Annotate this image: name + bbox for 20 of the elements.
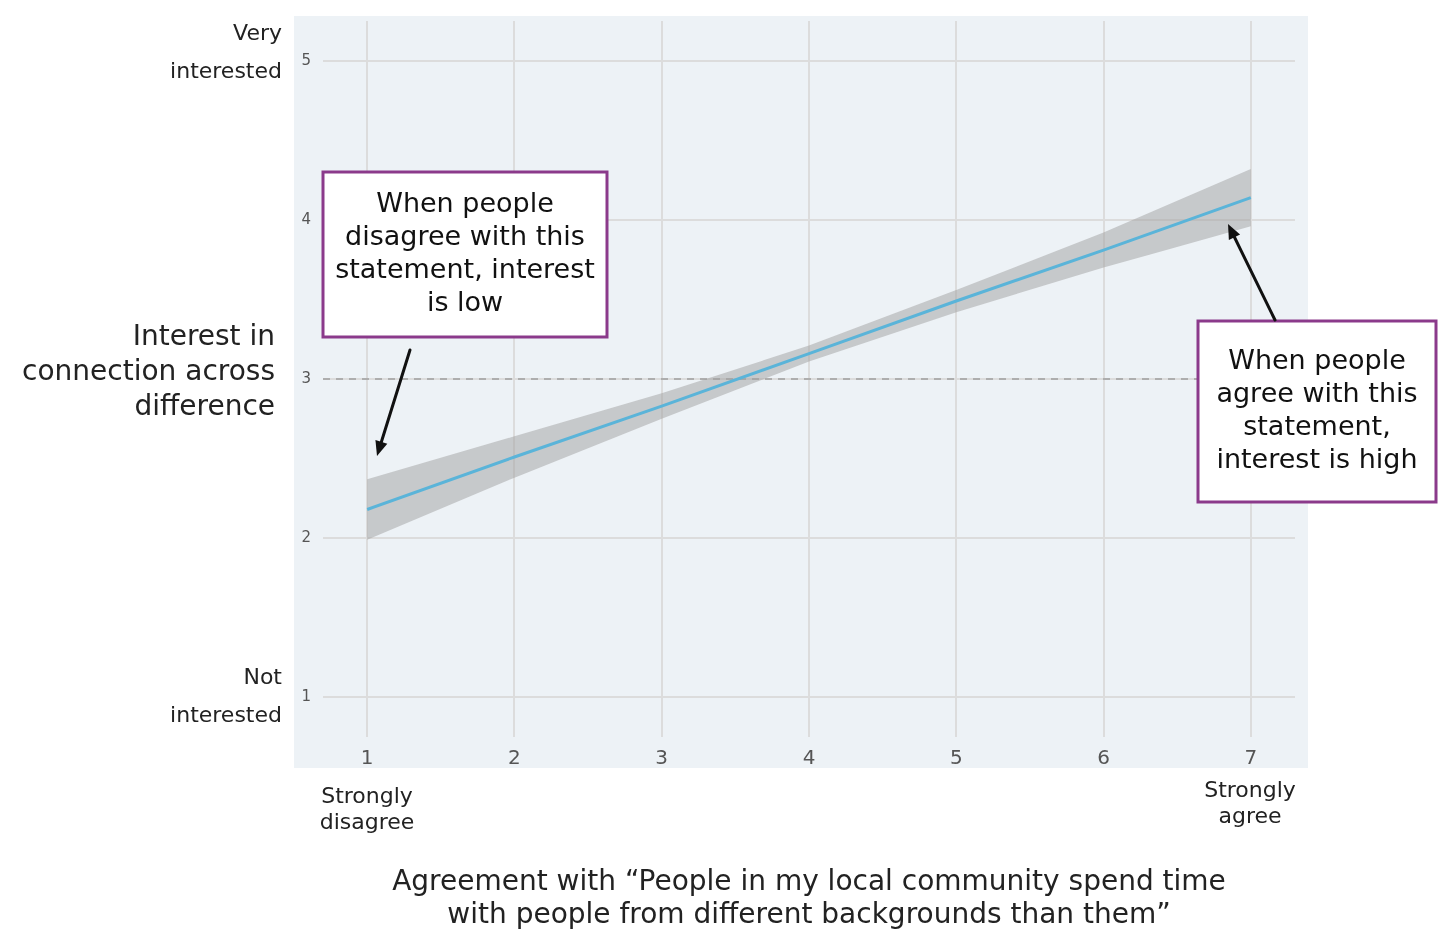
x-tick-label: 2 [508, 745, 521, 770]
x-tick-label: 7 [1244, 745, 1258, 770]
y-tick-label: 5 [301, 50, 311, 69]
annotation: When people agree with this statement, interest is high [1216, 344, 1418, 475]
x-tick-label: 6 [1097, 745, 1110, 770]
x-tick-label: 3 [655, 745, 669, 770]
x-tick-label: 4 [802, 745, 816, 770]
y-axis-title: Interest in connection across difference [22, 319, 275, 423]
x-tick-label: 1 [360, 745, 374, 770]
y-tick-label: 3 [301, 368, 311, 387]
text: Very interested [170, 19, 282, 83]
x-axis-title: Agreement with “People in my local community spend time with people from different backgrounds than them” [392, 864, 1226, 931]
annotation: When people disagree with this statement, interest is low [335, 187, 595, 318]
y-tick-label: 4 [301, 209, 311, 228]
text: Strongly disagree [319, 782, 415, 834]
x-tick-label: 5 [949, 745, 963, 770]
text: Not interested [170, 663, 283, 727]
y-tick-label: 1 [301, 687, 311, 706]
y-tick-label: 2 [301, 528, 311, 546]
text: Strongly agree [1204, 776, 1296, 828]
